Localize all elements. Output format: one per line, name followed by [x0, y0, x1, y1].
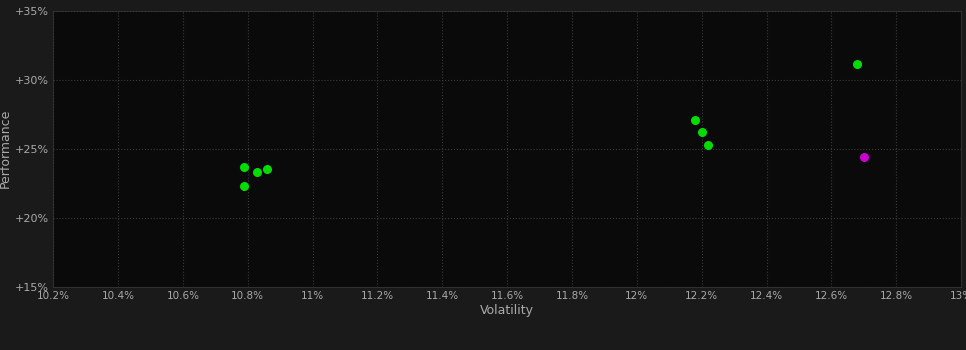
Point — [856, 154, 871, 160]
X-axis label: Volatility: Volatility — [480, 304, 534, 317]
Point — [237, 183, 252, 189]
Point — [850, 62, 866, 67]
Point — [694, 130, 709, 135]
Y-axis label: Performance: Performance — [0, 109, 12, 188]
Point — [249, 169, 265, 175]
Point — [700, 142, 716, 147]
Point — [237, 164, 252, 169]
Point — [688, 117, 703, 122]
Point — [260, 167, 275, 172]
